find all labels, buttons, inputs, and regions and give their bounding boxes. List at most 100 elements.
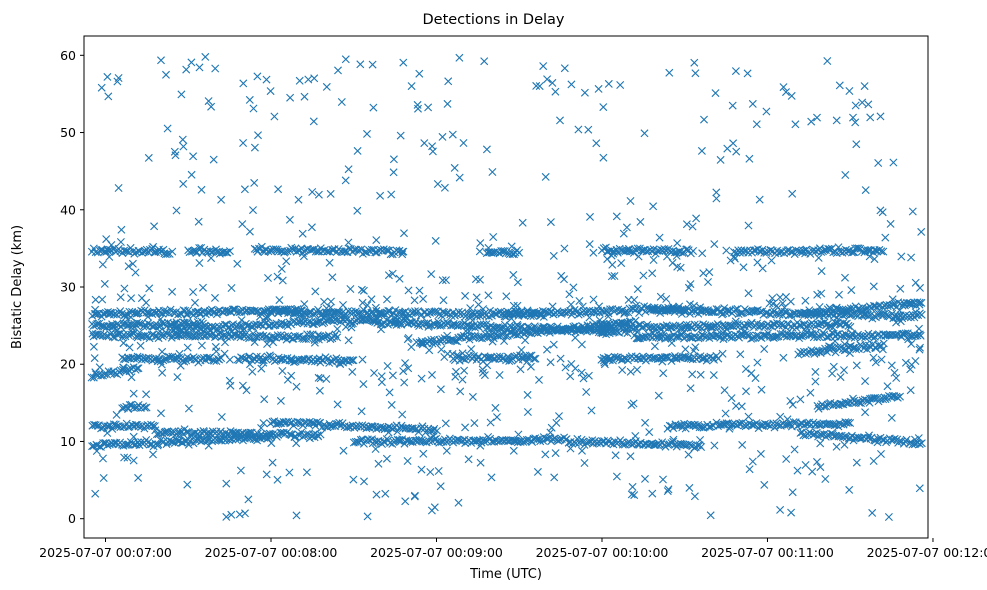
data-point-marker xyxy=(851,101,860,110)
data-point-marker xyxy=(574,310,583,319)
data-point-marker xyxy=(149,242,158,251)
data-point-marker xyxy=(915,300,924,309)
data-point-marker xyxy=(783,415,792,424)
data-point-marker xyxy=(717,420,726,429)
data-point-marker xyxy=(722,325,731,334)
data-point-marker xyxy=(834,243,843,252)
data-point-marker xyxy=(707,308,716,317)
data-point-marker xyxy=(260,395,269,404)
data-point-marker xyxy=(634,252,643,261)
data-point-marker xyxy=(382,454,391,463)
data-point-marker xyxy=(694,421,703,429)
data-point-marker xyxy=(839,306,848,315)
data-point-marker xyxy=(854,330,862,339)
data-point-marker xyxy=(407,82,416,91)
data-point-marker xyxy=(633,244,642,253)
data-point-marker xyxy=(466,304,475,313)
data-point-marker xyxy=(663,252,671,261)
data-point-marker xyxy=(778,299,787,308)
data-point-marker xyxy=(578,446,586,455)
data-point-marker xyxy=(641,307,650,316)
y-tick-label: 40 xyxy=(60,202,76,217)
data-point-marker xyxy=(116,293,125,302)
data-point-marker xyxy=(813,290,822,299)
data-point-marker xyxy=(907,438,915,447)
data-point-marker xyxy=(479,305,488,314)
data-point-marker xyxy=(871,344,880,352)
data-point-marker xyxy=(753,306,762,315)
data-point-marker xyxy=(782,455,791,463)
data-point-marker xyxy=(595,302,604,311)
data-point-marker xyxy=(368,422,377,431)
data-point-marker xyxy=(552,418,561,427)
data-point-marker xyxy=(849,113,857,122)
data-point-marker xyxy=(509,327,518,335)
data-point-marker xyxy=(389,168,398,177)
data-point-marker xyxy=(902,435,911,444)
data-point-marker xyxy=(836,399,845,408)
data-point-marker xyxy=(829,362,838,371)
data-point-marker xyxy=(195,63,204,72)
data-point-marker xyxy=(425,346,434,355)
data-point-marker xyxy=(864,433,873,442)
data-point-marker xyxy=(182,428,191,437)
data-point-marker xyxy=(121,310,130,319)
data-point-marker xyxy=(273,475,282,484)
data-point-marker xyxy=(564,325,572,333)
data-point-marker xyxy=(673,239,682,248)
data-point-marker xyxy=(400,378,409,387)
data-point-marker xyxy=(704,278,712,286)
data-point-marker xyxy=(817,267,826,276)
data-point-marker xyxy=(128,307,136,316)
data-point-marker xyxy=(320,297,329,306)
data-point-marker xyxy=(417,374,426,383)
data-point-marker xyxy=(720,304,729,313)
data-point-marker xyxy=(183,480,192,489)
data-point-marker xyxy=(389,155,398,164)
data-point-marker xyxy=(148,322,157,331)
data-point-marker xyxy=(562,308,571,317)
data-point-marker xyxy=(415,286,424,295)
data-point-marker xyxy=(340,247,349,256)
data-point-marker xyxy=(659,475,667,484)
data-point-marker xyxy=(201,325,210,333)
data-point-marker xyxy=(852,458,861,467)
data-point-marker xyxy=(840,440,849,449)
data-point-marker xyxy=(641,474,649,483)
data-point-marker xyxy=(752,120,761,129)
data-point-marker xyxy=(760,345,769,353)
data-point-marker xyxy=(250,143,259,152)
data-point-marker xyxy=(278,276,287,285)
data-point-marker xyxy=(685,483,694,492)
data-point-marker xyxy=(705,268,714,277)
data-point-marker xyxy=(397,320,406,329)
data-point-marker xyxy=(189,152,198,161)
data-point-marker xyxy=(167,320,176,329)
data-point-marker xyxy=(526,362,535,371)
x-axis: 2025-07-07 00:07:00 2025-07-07 00:08:00 20… xyxy=(39,538,987,560)
data-point-marker xyxy=(484,353,493,362)
data-point-marker xyxy=(780,303,789,312)
data-point-marker xyxy=(209,155,218,164)
data-point-marker xyxy=(103,422,112,431)
data-point-marker xyxy=(599,356,608,365)
data-point-marker xyxy=(491,248,500,257)
data-point-marker xyxy=(880,393,889,402)
data-point-marker xyxy=(731,67,740,76)
data-point-marker xyxy=(187,58,196,67)
data-point-marker xyxy=(114,184,123,192)
data-point-marker xyxy=(884,513,893,521)
data-point-marker xyxy=(669,435,678,444)
data-point-marker xyxy=(137,306,146,315)
data-point-marker xyxy=(813,113,821,122)
data-point-marker xyxy=(125,307,134,316)
data-point-marker xyxy=(168,352,177,361)
data-point-marker xyxy=(811,377,820,386)
data-point-marker xyxy=(879,247,888,256)
data-point-marker xyxy=(467,312,476,321)
data-point-marker xyxy=(849,394,857,403)
data-point-marker xyxy=(236,466,245,475)
data-point-marker xyxy=(865,431,873,440)
data-point-marker xyxy=(282,257,291,266)
data-point-marker xyxy=(791,120,800,129)
